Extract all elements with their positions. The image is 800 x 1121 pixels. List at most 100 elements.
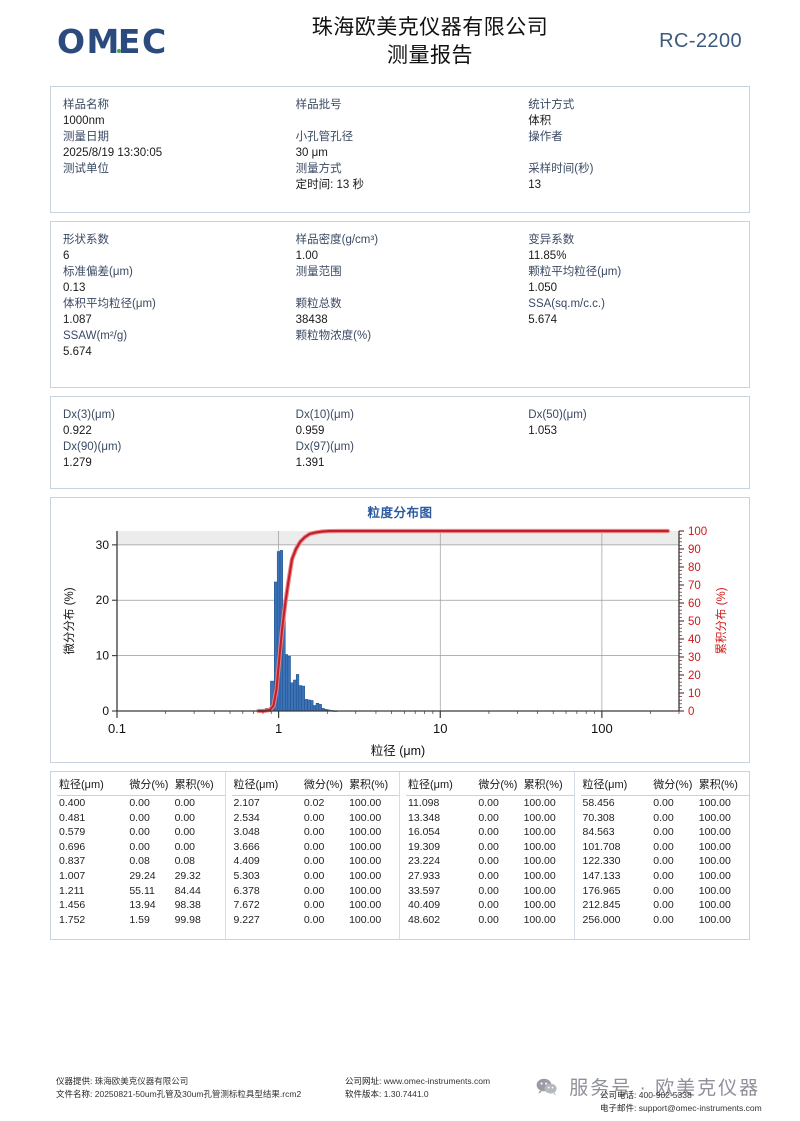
table-cell: 99.98 — [174, 913, 201, 926]
table-cell: 84.44 — [174, 884, 201, 897]
y-tick-label-right: 90 — [688, 544, 701, 556]
phone-row: 公司电话: 400-902-5338 — [600, 1089, 762, 1102]
field-label: SSAW(m²/g) — [63, 330, 128, 342]
dx-field: Dx(97)(μm) 1.391 — [284, 439, 517, 471]
param-field: 样品密度(g/cm³) 1.00 — [284, 232, 517, 264]
y-tick-label-right: 60 — [688, 598, 701, 610]
field-value: 1.053 — [528, 425, 558, 437]
param-field: 形状系数 6 — [51, 232, 284, 264]
cumulative-line — [257, 529, 669, 713]
table-cell: 0.00 — [653, 855, 674, 868]
field-value: 0.959 — [295, 425, 325, 437]
email-value[interactable]: support@omec-instruments.com — [638, 1103, 762, 1113]
info-field: 测量方式 定时间: 13 秒 — [284, 161, 517, 193]
table-row: 7.672 0.00 100.00 — [232, 898, 400, 913]
bar — [312, 705, 317, 712]
table-cell: 0.00 — [478, 811, 499, 824]
x-tick-label: 10 — [433, 721, 447, 736]
column-header: 粒径(μm) — [406, 775, 477, 796]
table-cell: 19.309 — [408, 840, 441, 853]
file-name-row: 文件名称: 20250821-50um孔管及30um孔管测标粒具型结果.rcm2 — [56, 1088, 301, 1101]
table-cell: 29.24 — [129, 869, 156, 882]
table-cell: 0.00 — [478, 913, 499, 926]
table-cell: 1.456 — [59, 899, 86, 912]
y-tick-label-right: 100 — [688, 526, 707, 538]
field-label: 测试单位 — [63, 163, 109, 175]
table-cell: 0.00 — [478, 840, 499, 853]
table-row: 256.000 0.00 100.00 — [581, 913, 750, 928]
website-value[interactable]: www.omec-instruments.com — [383, 1076, 491, 1086]
field-value: 定时间: 13 秒 — [295, 179, 365, 191]
table-cell: 13.348 — [408, 811, 441, 824]
field-label: 颗粒总数 — [295, 298, 342, 310]
table-row: 122.330 0.00 100.00 — [581, 854, 750, 869]
column-header: 微分(%) — [301, 775, 348, 796]
info-field: 测试单位 — [51, 161, 284, 193]
column-header: 微分(%) — [127, 775, 173, 796]
y-tick-label-right: 20 — [688, 670, 701, 682]
table-cell: 100.00 — [523, 913, 556, 926]
table-row: 0.696 0.00 0.00 — [57, 840, 225, 855]
table-cell: 100.00 — [349, 899, 382, 912]
table-cell: 9.227 — [233, 913, 260, 926]
column-header: 微分(%) — [476, 775, 522, 796]
table-cell: 100.00 — [349, 826, 382, 839]
table-cell: 100.00 — [523, 840, 556, 853]
table-cell: 100.00 — [349, 913, 382, 926]
table-row: 176.965 0.00 100.00 — [581, 884, 750, 899]
percentile-panel: Dx(3)(μm) 0.922 Dx(10)(μm) 0.959 Dx(50)(… — [50, 396, 750, 489]
field-label: 样品密度(g/cm³) — [295, 234, 379, 246]
field-value: 11.85% — [528, 250, 567, 262]
field-value — [296, 344, 517, 360]
table-cell: 0.00 — [653, 899, 674, 912]
table-cell: 0.00 — [653, 811, 674, 824]
table-row: 0.579 0.00 0.00 — [57, 825, 225, 840]
table-cell: 100.00 — [698, 826, 731, 839]
bar — [298, 685, 302, 712]
table-row: 4.409 0.00 100.00 — [232, 854, 400, 869]
table-row: 0.837 0.08 0.08 — [57, 854, 225, 869]
table-cell: 0.00 — [303, 826, 325, 839]
table-cell: 13.94 — [129, 899, 156, 912]
table-row: 0.400 0.00 0.00 — [57, 796, 225, 811]
column-header: 累积(%) — [347, 775, 399, 796]
software-version-row: 软件版本: 1.30.7441.0 — [345, 1088, 490, 1101]
footer-right: 公司电话: 400-902-5338 电子邮件: support@omec-in… — [600, 1089, 762, 1115]
bar — [318, 704, 322, 712]
table-cell: 7.672 — [233, 899, 260, 912]
instrument-supplier-label: 仪器提供: — [56, 1076, 93, 1086]
param-field: 颗粒总数 38438 — [284, 296, 517, 328]
table-cell: 100.00 — [523, 884, 556, 897]
field-label: SSA(sq.m/c.c.) — [528, 298, 605, 310]
params-row-1: 形状系数 6 样品密度(g/cm³) 1.00 变异系数 11.85% — [51, 232, 749, 264]
table-cell: 100.00 — [523, 869, 556, 882]
table-cell: 0.00 — [303, 884, 325, 897]
distribution-chart-panel: 粒度分布图 0 10 20 30 微分分布 (%) 0 10 20 30 40 50 60 70 80 90… — [50, 497, 750, 763]
table-cell: 0.00 — [653, 840, 674, 853]
field-label: 采样时间(秒) — [528, 163, 594, 175]
bar — [285, 654, 289, 712]
table-cell: 212.845 — [582, 899, 621, 912]
table-cell: 0.837 — [59, 855, 86, 868]
table-row: 23.224 0.00 100.00 — [406, 854, 574, 869]
field-label: Dx(97)(μm) — [295, 441, 355, 453]
field-label: 样品批号 — [295, 99, 342, 111]
wechat-icon — [536, 1078, 558, 1102]
field-value — [528, 439, 749, 455]
table-cell: 70.308 — [582, 811, 615, 824]
table-cell: 176.965 — [582, 884, 621, 897]
param-field: 标准偏差(μm) 0.13 — [51, 264, 284, 296]
footer-left: 仪器提供: 珠海欧美克仪器有限公司 文件名称: 20250821-50um孔管及… — [56, 1075, 301, 1101]
field-value: 1000nm — [63, 115, 105, 127]
footer-middle: 公司网址: www.omec-instruments.com 软件版本: 1.3… — [345, 1075, 490, 1101]
table-cell: 0.00 — [129, 811, 150, 824]
instrument-model: RC-2200 — [659, 30, 742, 52]
bar — [307, 699, 311, 712]
table-cell: 100.00 — [523, 826, 556, 839]
table-cell: 100.00 — [523, 899, 556, 912]
table-cell: 58.456 — [582, 797, 615, 809]
field-value: 1.00 — [295, 250, 319, 262]
field-label: 测量方式 — [295, 163, 342, 175]
instrument-supplier-row: 仪器提供: 珠海欧美克仪器有限公司 — [56, 1075, 301, 1088]
column-header: 微分(%) — [651, 775, 697, 796]
